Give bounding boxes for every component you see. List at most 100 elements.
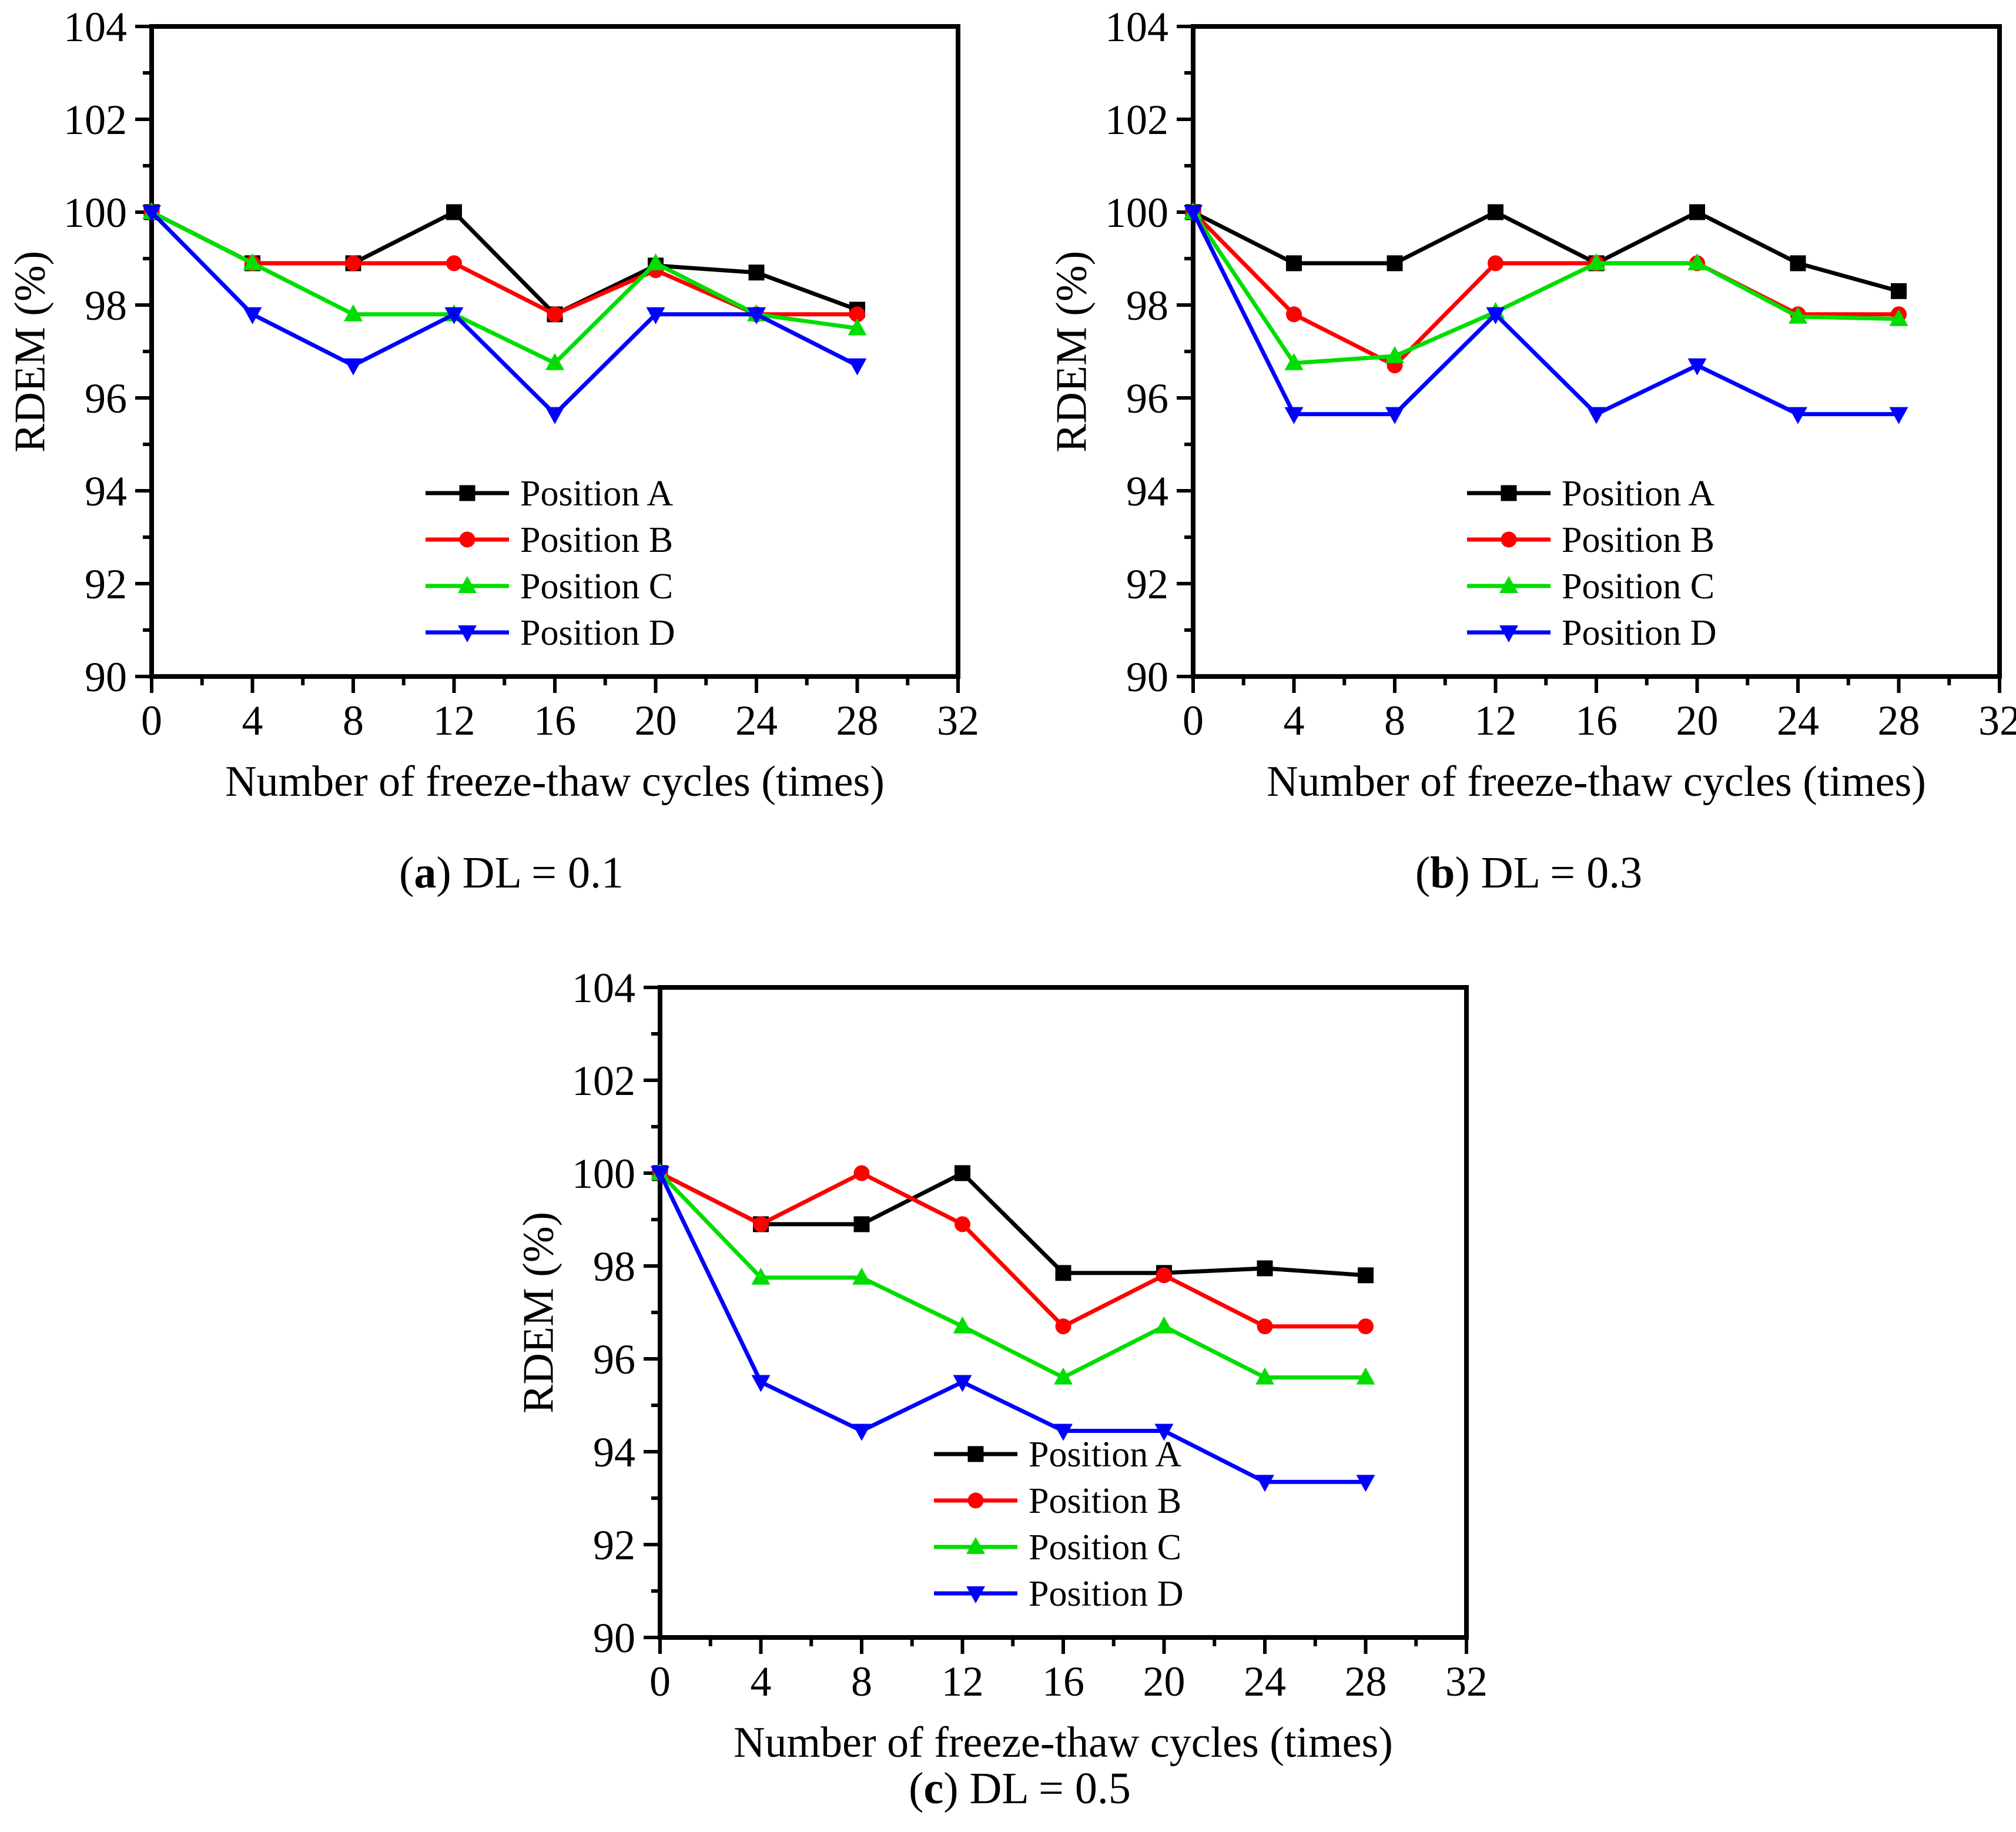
x-tick-label: 32 (1445, 1658, 1488, 1705)
series-position-c (1184, 202, 1908, 370)
y-tick-label: 104 (1105, 4, 1168, 51)
series-line-position-c (150, 210, 858, 366)
series-line-position-c (658, 1171, 1366, 1380)
y-tick-label: 102 (63, 96, 127, 143)
data-point-marker (344, 304, 363, 321)
y-tick-label: 92 (85, 561, 127, 608)
caption-a-open: ( (399, 848, 414, 897)
data-point-marker (444, 307, 464, 324)
data-point-marker (545, 407, 564, 424)
data-point-marker (1358, 1267, 1374, 1284)
x-tick-label: 28 (1345, 1658, 1387, 1705)
x-tick-label: 28 (1878, 697, 1920, 744)
data-point-marker (1054, 1424, 1073, 1441)
data-point-marker (1889, 309, 1908, 326)
series-line-position-a (1192, 210, 1900, 293)
data-point-marker (848, 358, 867, 376)
data-point-marker (646, 307, 665, 324)
legend-label: Position D (1562, 613, 1717, 653)
legend-label: Position C (1029, 1528, 1181, 1568)
data-point-marker (646, 253, 665, 270)
y-tick-label: 98 (85, 282, 127, 329)
legend-item-position-d: Position D (426, 613, 675, 653)
y-tick-label: 90 (85, 654, 127, 701)
legend-marker (459, 531, 475, 548)
caption-c-close: ) (943, 1764, 970, 1813)
legend-label: Position A (520, 474, 673, 514)
data-point-marker (344, 358, 363, 376)
data-point-marker (1687, 358, 1707, 376)
data-point-marker (1255, 1367, 1274, 1385)
y-axis-title: RDEM (%) (514, 1211, 563, 1414)
series-position-d (651, 1166, 1375, 1492)
x-tick-label: 16 (534, 697, 576, 744)
y-tick-label: 104 (572, 964, 635, 1012)
data-point-marker (1154, 1316, 1174, 1334)
caption-b-open: ( (1415, 848, 1431, 897)
legend: Position A Position B Position C Position D (1467, 474, 1717, 653)
data-point-marker (853, 1165, 870, 1181)
caption-a-letter: a (414, 848, 437, 897)
x-tick-label: 28 (836, 697, 879, 744)
y-tick-label: 102 (1105, 96, 1168, 143)
x-tick-label: 20 (635, 697, 677, 744)
y-tick-label: 94 (593, 1429, 635, 1476)
x-tick-label: 8 (851, 1658, 872, 1705)
data-point-marker (1488, 204, 1503, 220)
data-point-marker (852, 1267, 871, 1285)
legend-label: Position B (520, 520, 673, 560)
data-point-marker (1385, 346, 1404, 363)
x-tick-label: 12 (1475, 697, 1517, 744)
y-tick-label: 96 (593, 1336, 635, 1383)
x-axis: 0 4 8 12 16 20 24 28 32 (649, 1637, 1488, 1705)
data-point-marker (751, 1267, 771, 1285)
legend-item-position-a: Position A (934, 1435, 1181, 1475)
x-tick-label: 24 (735, 697, 778, 744)
x-tick-label: 24 (1777, 697, 1819, 744)
caption-b-close: ) (1455, 848, 1481, 897)
data-point-marker (547, 306, 563, 323)
caption-c-text: DL = 0.5 (969, 1764, 1131, 1813)
series-line-position-b (659, 1171, 1366, 1329)
data-point-marker (853, 1216, 870, 1233)
data-point-marker (753, 1216, 769, 1233)
y-tick-label: 92 (593, 1522, 635, 1569)
x-tick-label: 16 (1575, 697, 1618, 744)
data-point-marker (1257, 1260, 1273, 1277)
data-point-marker (1284, 353, 1304, 370)
legend-item-position-b: Position B (1467, 520, 1714, 560)
legend-item-position-c: Position C (1467, 567, 1714, 607)
y-axis-title: RDEM (%) (6, 250, 55, 453)
data-point-marker (651, 1166, 669, 1183)
data-point-marker (852, 1424, 871, 1441)
x-tick-label: 0 (649, 1658, 671, 1705)
legend-item-position-b: Position B (934, 1481, 1181, 1521)
data-point-marker (243, 307, 262, 324)
y-tick-label: 96 (1126, 375, 1168, 422)
series-line-position-c (1191, 211, 1899, 366)
caption-b: (b) DL = 0.3 (1042, 848, 2016, 899)
data-point-marker (446, 255, 462, 272)
x-tick-label: 8 (343, 697, 364, 744)
y-tick-label: 96 (85, 375, 127, 422)
legend-label: Position D (1029, 1574, 1184, 1614)
data-point-marker (1154, 1424, 1174, 1441)
y-tick-label: 100 (572, 1150, 635, 1197)
caption-c-open: ( (909, 1764, 924, 1813)
caption-a: (a) DL = 0.1 (0, 848, 1023, 899)
data-point-marker (243, 253, 262, 270)
caption-a-text: DL = 0.1 (462, 848, 624, 897)
legend-item-position-d: Position D (1467, 613, 1717, 653)
data-point-marker (953, 1375, 972, 1392)
x-tick-label: 4 (242, 697, 263, 744)
legend-marker (1499, 575, 1518, 593)
y-tick-label: 100 (1105, 189, 1168, 236)
data-point-marker (1356, 1475, 1375, 1492)
x-axis-title: Number of freeze-thaw cycles (times) (734, 1719, 1393, 1767)
series-position-c (651, 1163, 1375, 1385)
series-position-d (142, 205, 867, 424)
data-point-marker (1286, 255, 1302, 272)
x-tick-label: 16 (1042, 1658, 1084, 1705)
caption-c: (c) DL = 0.5 (508, 1763, 1531, 1814)
x-tick-label: 12 (942, 1658, 984, 1705)
